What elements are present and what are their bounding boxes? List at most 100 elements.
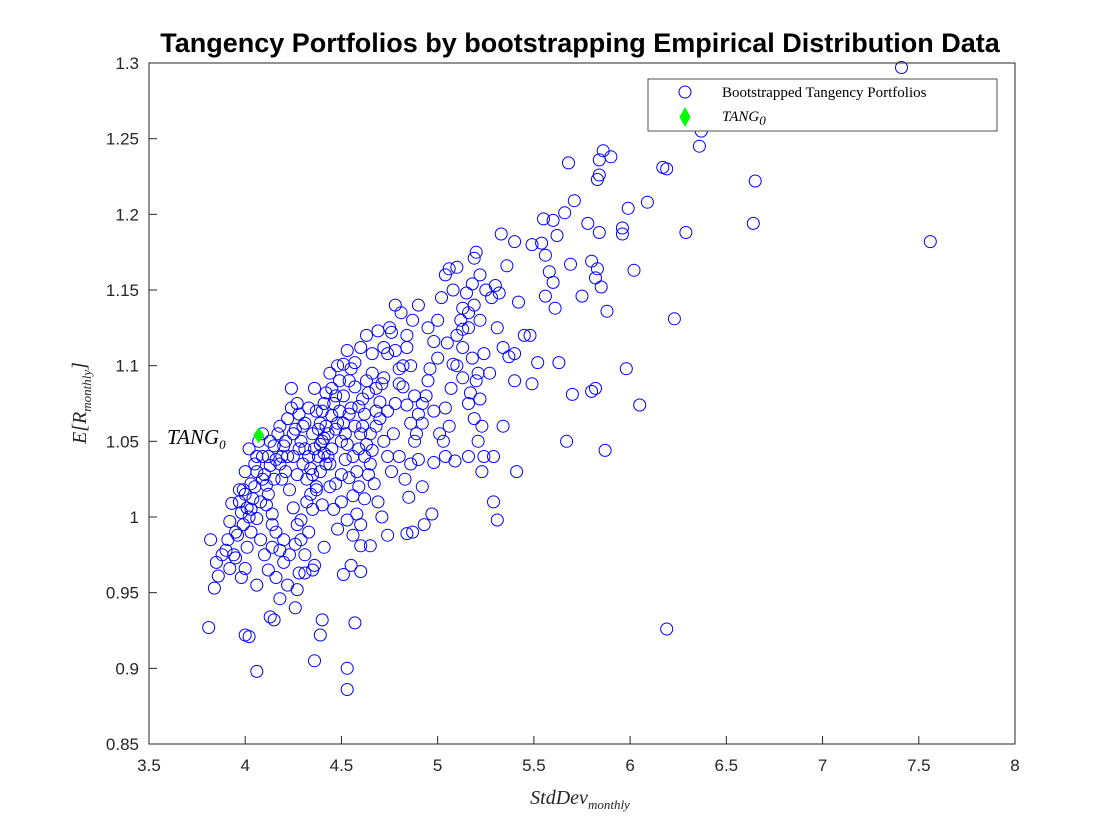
data-point	[315, 613, 329, 627]
data-point	[211, 569, 225, 583]
data-point	[398, 472, 412, 486]
data-point	[348, 356, 362, 370]
data-point	[660, 622, 674, 636]
legend: Bootstrapped Tangency Portfolios TANG0	[647, 78, 998, 132]
data-point	[336, 389, 350, 403]
data-point	[402, 490, 416, 504]
data-point	[373, 395, 387, 409]
data-point	[369, 381, 383, 395]
x-axis-ticks: 3.5 4 4.5 5 5.5 6 6.5 7 7.5 8	[137, 736, 1020, 775]
data-point	[456, 371, 470, 385]
data-point	[490, 321, 504, 335]
data-point	[377, 371, 391, 385]
data-point	[590, 173, 604, 186]
data-point	[463, 386, 477, 400]
data-point	[286, 427, 300, 441]
data-point	[415, 416, 429, 430]
y-tick-label: 1.05	[106, 432, 139, 451]
data-point	[273, 592, 287, 606]
data-point	[244, 502, 258, 516]
data-point	[467, 412, 481, 426]
data-point	[592, 226, 606, 239]
data-point	[354, 539, 368, 553]
data-point	[667, 312, 681, 326]
data-point	[375, 510, 389, 524]
points-layer	[202, 61, 937, 696]
data-point	[404, 457, 418, 471]
data-point	[250, 512, 264, 525]
y-tick-label: 1.25	[106, 130, 139, 149]
data-point	[277, 533, 291, 547]
data-point	[242, 442, 256, 456]
data-point	[342, 407, 356, 421]
data-point	[590, 262, 604, 276]
data-point	[304, 462, 318, 476]
data-point	[508, 374, 522, 388]
data-point	[323, 366, 337, 380]
data-point	[234, 571, 248, 584]
data-point	[292, 566, 306, 580]
data-point	[308, 654, 321, 668]
data-point	[460, 286, 473, 300]
data-point	[538, 289, 552, 303]
data-point	[496, 341, 510, 354]
data-point	[248, 457, 262, 471]
data-point	[427, 456, 441, 469]
x-tick-label: 5.5	[522, 756, 546, 775]
data-point	[292, 407, 306, 421]
data-point	[692, 139, 706, 153]
data-point	[377, 341, 391, 354]
data-point	[456, 341, 470, 354]
data-point	[421, 374, 435, 388]
data-point	[265, 540, 279, 554]
data-point	[244, 525, 258, 539]
data-point	[404, 359, 418, 373]
data-point	[267, 613, 281, 627]
data-point	[352, 480, 366, 494]
data-point	[325, 381, 339, 395]
y-axis-label: E[Rmonthly]	[69, 362, 94, 445]
data-point	[248, 480, 262, 494]
data-point	[487, 450, 500, 463]
data-point	[477, 450, 491, 463]
data-point	[344, 558, 358, 572]
y-axis-label-subscript: monthly	[79, 370, 94, 412]
data-point	[440, 336, 454, 350]
data-point	[538, 248, 552, 262]
legend-box	[647, 78, 998, 132]
data-point	[411, 298, 425, 312]
data-point	[308, 558, 321, 572]
data-point	[435, 291, 448, 305]
data-point	[377, 434, 391, 448]
data-point	[421, 321, 435, 335]
data-point	[269, 525, 283, 539]
data-point	[365, 347, 379, 361]
data-point	[265, 507, 279, 521]
y-tick-label: 0.85	[106, 735, 139, 754]
data-point	[381, 404, 395, 418]
data-point	[288, 537, 302, 551]
data-point	[290, 397, 304, 410]
data-point	[396, 380, 410, 394]
data-point	[592, 153, 606, 167]
data-point	[317, 431, 331, 445]
data-point	[256, 472, 269, 486]
data-point	[350, 465, 364, 479]
data-point	[273, 457, 287, 471]
data-point	[548, 301, 562, 315]
data-point	[431, 351, 445, 365]
data-point	[219, 543, 233, 557]
data-point	[340, 513, 354, 527]
data-point	[325, 442, 339, 456]
data-point	[238, 562, 252, 575]
data-point	[560, 434, 574, 448]
data-point	[615, 221, 629, 235]
y-tick-label: 0.9	[115, 659, 139, 678]
data-point	[319, 457, 333, 471]
data-point	[263, 434, 277, 448]
data-point	[494, 227, 508, 241]
legend-marker-bootstrapped	[678, 85, 692, 99]
data-point	[450, 260, 464, 274]
data-point	[281, 450, 295, 463]
data-point	[450, 328, 464, 342]
